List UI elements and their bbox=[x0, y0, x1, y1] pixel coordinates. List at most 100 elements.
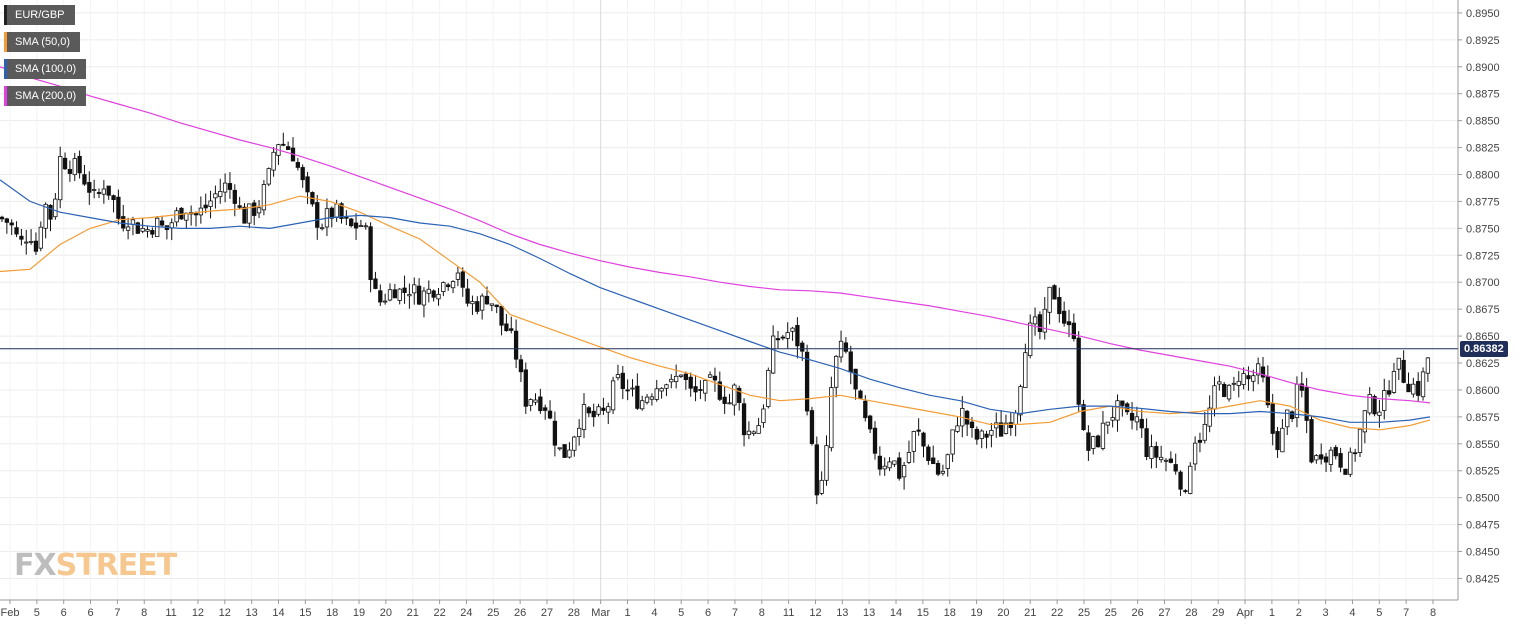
candle-down bbox=[969, 421, 975, 429]
x-tick-label: 6 bbox=[87, 607, 93, 619]
x-tick-label: 22 bbox=[1051, 607, 1063, 619]
candle-down bbox=[1037, 314, 1043, 333]
candle-up bbox=[455, 272, 461, 280]
x-tick-label: 2 bbox=[1296, 607, 1302, 619]
candle-up bbox=[533, 399, 538, 403]
legend-item-sma-50: SMA (50,0) bbox=[4, 32, 81, 52]
candle-down bbox=[1246, 375, 1251, 380]
candle-down bbox=[4, 218, 9, 223]
candle-down bbox=[116, 196, 121, 219]
candle-down bbox=[974, 428, 979, 440]
candle-down bbox=[1129, 412, 1135, 421]
candle-down bbox=[465, 288, 470, 304]
candle-down bbox=[96, 192, 102, 194]
candle-down bbox=[0, 216, 5, 220]
y-tick-label: 0.8925 bbox=[1466, 35, 1500, 47]
legend-label: EUR/GBP bbox=[15, 9, 65, 21]
candle-up bbox=[955, 425, 960, 432]
x-tick-label: 21 bbox=[407, 607, 419, 619]
candle-down bbox=[853, 368, 858, 390]
candle-up bbox=[901, 465, 907, 478]
candle-up bbox=[450, 281, 456, 289]
candle-down bbox=[82, 174, 87, 185]
candle-down bbox=[931, 457, 936, 465]
x-tick-label: 8 bbox=[759, 607, 765, 619]
y-tick-label: 0.8425 bbox=[1466, 573, 1500, 585]
x-tick-label: 19 bbox=[970, 607, 982, 619]
candle-down bbox=[1333, 447, 1338, 457]
candle-up bbox=[1362, 410, 1367, 433]
candle-down bbox=[87, 181, 92, 193]
candle-up bbox=[751, 431, 756, 435]
candle-up bbox=[53, 198, 58, 218]
candle-down bbox=[509, 328, 514, 331]
candle-down bbox=[446, 284, 451, 288]
legend-swatch bbox=[4, 5, 7, 25]
candle-up bbox=[1217, 381, 1222, 385]
candle-up bbox=[489, 303, 495, 306]
candle-up bbox=[1105, 421, 1110, 426]
candle-up bbox=[557, 447, 562, 450]
candle-up bbox=[1013, 412, 1018, 425]
candle-down bbox=[1173, 464, 1178, 472]
candle-up bbox=[1357, 428, 1363, 453]
candle-up bbox=[426, 288, 431, 294]
candle-up bbox=[261, 184, 267, 211]
candle-down bbox=[523, 369, 528, 407]
candle-up bbox=[1110, 417, 1115, 421]
candle-up bbox=[771, 335, 776, 374]
legend-swatch bbox=[4, 32, 7, 52]
candle-down bbox=[1066, 321, 1072, 326]
candle-up bbox=[1018, 386, 1023, 416]
candle-up bbox=[1231, 382, 1237, 385]
candle-down bbox=[998, 422, 1004, 437]
candle-down bbox=[281, 143, 286, 146]
watermark-fx: FX bbox=[14, 548, 57, 583]
candle-down bbox=[1416, 381, 1421, 396]
candle-up bbox=[1420, 371, 1426, 398]
candle-down bbox=[1319, 454, 1324, 460]
candle-up bbox=[256, 207, 262, 214]
candle-up bbox=[1192, 442, 1198, 465]
candle-up bbox=[1159, 456, 1164, 461]
candle-up bbox=[703, 379, 708, 394]
candle-down bbox=[111, 195, 116, 201]
x-tick-label: 21 bbox=[1024, 607, 1036, 619]
candle-up bbox=[1241, 373, 1246, 385]
candle-up bbox=[1396, 357, 1401, 370]
x-tick-label: 24 bbox=[460, 607, 472, 619]
candle-down bbox=[635, 385, 640, 409]
candle-down bbox=[339, 203, 344, 219]
candle-down bbox=[683, 373, 688, 380]
candle-up bbox=[1202, 423, 1207, 441]
candle-down bbox=[965, 410, 970, 425]
candle-up bbox=[882, 465, 887, 470]
candle-up bbox=[218, 190, 223, 197]
candle-down bbox=[1095, 435, 1101, 448]
candle-up bbox=[1280, 427, 1285, 453]
candle-down bbox=[804, 351, 810, 412]
x-tick-label: 3 bbox=[1323, 607, 1329, 619]
candle-down bbox=[780, 336, 785, 339]
candle-up bbox=[1003, 422, 1009, 434]
candle-up bbox=[829, 387, 834, 449]
candle-up bbox=[945, 454, 950, 469]
sma-line bbox=[0, 179, 1431, 423]
candle-up bbox=[1042, 308, 1047, 333]
candle-up bbox=[1115, 400, 1120, 421]
candle-down bbox=[1323, 456, 1329, 463]
candle-up bbox=[412, 284, 417, 294]
candle-down bbox=[1178, 471, 1183, 490]
candle-up bbox=[1348, 451, 1353, 475]
moving-averages bbox=[0, 66, 1431, 431]
candle-down bbox=[315, 202, 320, 228]
candle-up bbox=[674, 375, 679, 383]
candle-up bbox=[678, 374, 684, 377]
candle-up bbox=[1023, 352, 1028, 389]
candle-down bbox=[552, 420, 558, 446]
candle-up bbox=[271, 151, 276, 171]
candle-up bbox=[819, 479, 824, 494]
candle-down bbox=[67, 168, 73, 174]
legend-swatch bbox=[4, 86, 7, 106]
candle-down bbox=[392, 289, 398, 299]
